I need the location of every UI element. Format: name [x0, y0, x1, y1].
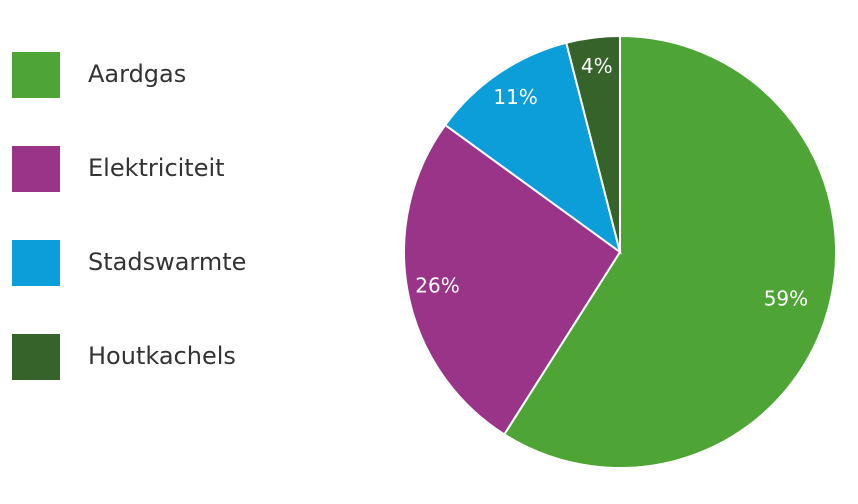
legend-swatch	[12, 240, 60, 286]
legend-swatch	[12, 146, 60, 192]
pie-slice	[443, 41, 622, 255]
legend-swatch	[12, 334, 60, 380]
pie-slice	[403, 123, 622, 436]
data-label: 26%	[415, 273, 459, 297]
pie-slice	[565, 34, 621, 253]
data-label: 4%	[581, 54, 613, 78]
data-label: 11%	[493, 85, 537, 109]
pie-slice	[502, 34, 837, 469]
legend-label: Aardgas	[88, 60, 186, 88]
legend-label: Houtkachels	[88, 342, 236, 370]
data-label: 59%	[764, 287, 808, 311]
legend-label: Elektriciteit	[88, 154, 225, 182]
legend-swatch	[12, 52, 60, 98]
legend-label: Stadswarmte	[88, 248, 246, 276]
